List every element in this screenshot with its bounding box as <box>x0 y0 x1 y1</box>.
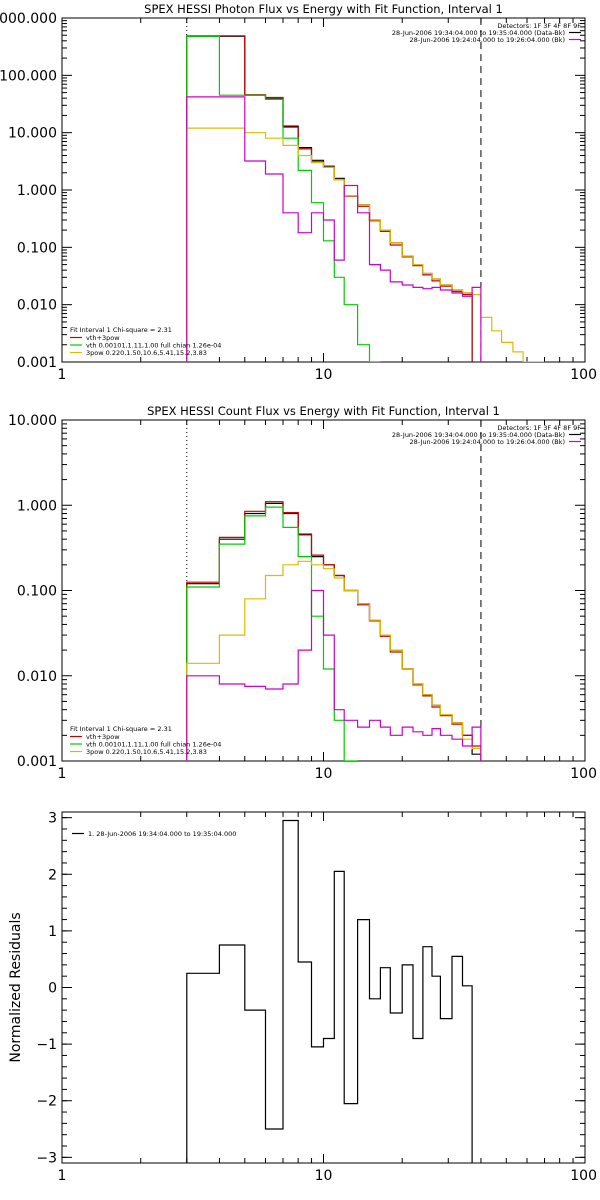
series-data <box>186 35 473 362</box>
info-line: 28-Jun-2006 19:24:04.000 to 19:26:04.000… <box>410 438 565 446</box>
y-tick-label: 2 <box>48 867 57 883</box>
series-3pow <box>186 560 482 761</box>
series-bk <box>186 96 482 362</box>
plot-panel-2: SPEX HESSI Count Flux vs Energy with Fit… <box>8 404 597 782</box>
legend-entry: vth 0.00101,1.11,1.00 full chian 1.26e-0… <box>86 741 221 749</box>
plot-frame <box>61 17 586 363</box>
y-tick-label: 0 <box>48 981 57 997</box>
y-tick-label: 0.100 <box>17 584 57 600</box>
legend-entry: vth+3pow <box>86 334 120 342</box>
legend-entry: 1. 28-Jun-2006 19:34:04.000 to 19:35:04.… <box>88 830 236 838</box>
plot-panel-1: SPEX HESSI Photon Flux vs Energy with Fi… <box>0 2 597 383</box>
data-series-group <box>186 819 473 1163</box>
y-tick-label: 0.010 <box>17 669 57 685</box>
x-tick-label: 10 <box>315 1168 333 1184</box>
y-tick-label: 3 <box>48 811 57 827</box>
series-data <box>186 502 482 761</box>
info-line: 28-Jun-2006 19:34:04.000 to 19:35:04.000… <box>392 29 565 37</box>
y-tick-label: 10.000 <box>8 126 57 142</box>
legend-entry: 3pow 0.220,1.50,10.6,5.41,15.2,3.83 <box>86 349 207 357</box>
plot-frame <box>61 811 586 1164</box>
y-tick-label: 0.001 <box>17 355 57 371</box>
info-line: Detectors: 1F 3F 4F 8F 9F <box>497 22 581 30</box>
y-tick-label: 0.100 <box>17 240 57 256</box>
info-line: Detectors: 1F 3F 4F 8F 9F <box>497 424 581 432</box>
series-residuals <box>186 819 473 1163</box>
y-tick-label: −1 <box>36 1037 57 1053</box>
legend-header: Fit Interval 1 Chi-square = 2.31 <box>70 326 172 334</box>
x-tick-label: 1 <box>58 1168 67 1184</box>
chart-title: SPEX HESSI Photon Flux vs Energy with Fi… <box>144 2 503 16</box>
x-tick-label: 100 <box>570 367 597 383</box>
x-tick-label: 1 <box>58 766 67 782</box>
y-axis-label: Normalized Residuals <box>8 912 24 1062</box>
y-tick-label: 0.001 <box>17 754 57 770</box>
y-tick-label: 1.000 <box>17 498 57 514</box>
y-tick-label: 0.010 <box>17 298 57 314</box>
y-tick-label: 1.000 <box>17 183 57 199</box>
x-tick-label: 10 <box>315 766 333 782</box>
x-tick-label: 100 <box>570 1168 597 1184</box>
x-tick-label: 100 <box>570 766 597 782</box>
series-vth-3pow <box>186 35 473 362</box>
y-tick-label: 100.000 <box>0 68 57 84</box>
legend-entry: vth 0.00101,1.11,1.00 full chian 1.26e-0… <box>86 342 221 350</box>
legend-entry: 3pow 0.220,1.50,10.6,5.41,15.2,3.83 <box>86 748 207 756</box>
x-tick-label: 10 <box>315 367 333 383</box>
plot-panel-3: 1 10 100 −3 −2 −1 0 1 2 3 Normalized Residuals 1. 2… <box>8 811 597 1184</box>
data-series-group <box>186 35 545 362</box>
series-vth-3pow <box>186 501 482 761</box>
info-line: 28-Jun-2006 19:24:04.000 to 19:26:04.000… <box>410 36 565 44</box>
chart-title: SPEX HESSI Count Flux vs Energy with Fit… <box>147 404 500 418</box>
series-bk <box>186 589 482 761</box>
legend-header: Fit Interval 1 Chi-square = 2.31 <box>70 725 172 733</box>
x-tick-label: 1 <box>58 367 67 383</box>
data-series-group <box>186 501 482 761</box>
y-tick-label: −2 <box>36 1094 57 1110</box>
y-tick-label: −3 <box>36 1150 57 1166</box>
series-vth <box>186 35 381 362</box>
y-tick-label: 1 <box>48 924 57 940</box>
info-line: 28-Jun-2006 19:34:04.000 to 19:35:04.000… <box>392 431 565 439</box>
series-vth <box>186 506 358 761</box>
y-tick-label: 10.000 <box>8 413 57 429</box>
legend-entry: vth+3pow <box>86 733 120 741</box>
series-3pow <box>186 127 545 362</box>
